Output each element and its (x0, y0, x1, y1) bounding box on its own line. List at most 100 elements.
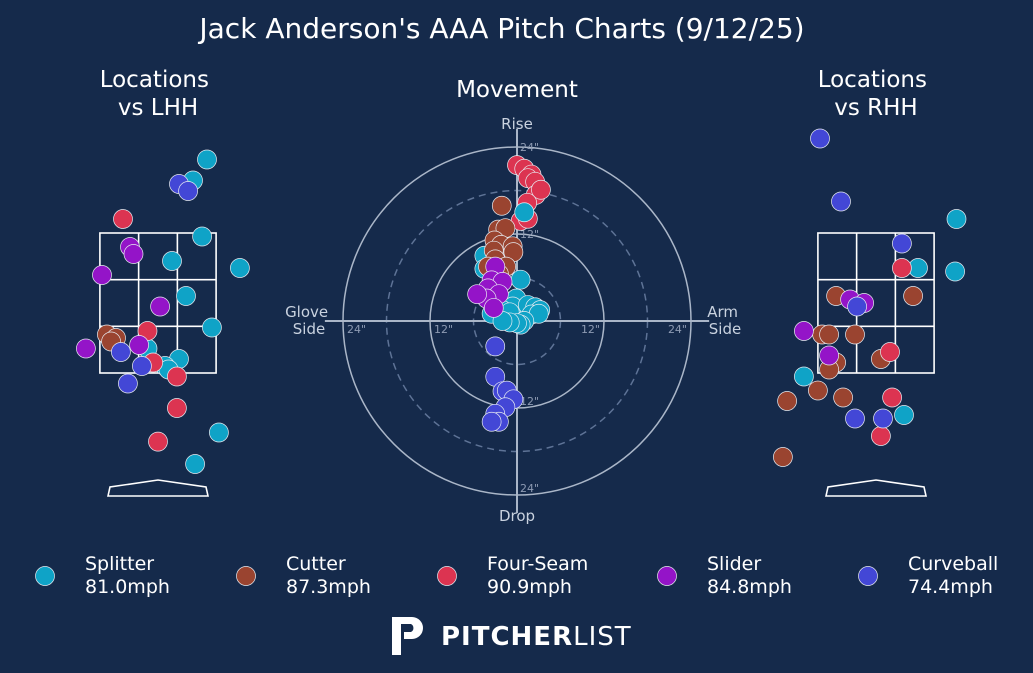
rhh-pitch-curveball (845, 408, 865, 429)
lhh-pitch-slider (76, 338, 96, 359)
legend-speed-four-seam: 90.9mph (487, 576, 572, 598)
rhh-pitch-slider (794, 321, 814, 341)
locations-vs-lhh-panel: Locations vs LHH (76, 67, 250, 497)
legend-label-slider: Slider (707, 553, 761, 575)
rhh-pitch-cutter (808, 380, 828, 401)
movement-label-drop: Drop (499, 507, 535, 525)
lhh-pitch-splitter (230, 258, 250, 278)
movement-pitch-points (467, 155, 551, 432)
locations-vs-rhh-panel: Locations vs RHH (773, 67, 967, 497)
legend-label-curveball: Curveball (908, 553, 998, 575)
movement-ring-label: 24" (347, 323, 366, 336)
movement-ring-label: 24" (520, 141, 539, 154)
rhh-pitch-four-seam (871, 426, 891, 446)
lhh-pitch-four-seam (113, 209, 133, 229)
legend-marker-splitter (35, 566, 55, 586)
rhh-pitch-splitter (794, 366, 814, 387)
movement-ring-label: 12" (434, 323, 453, 336)
lhh-zone-outline (99, 232, 217, 374)
movement-ring-label: 12" (520, 395, 539, 408)
legend-label-four-seam: Four-Seam (487, 553, 588, 575)
rhh-pitch-four-seam (880, 342, 900, 362)
legend-speed-slider: 84.8mph (707, 576, 792, 598)
legend-speed-cutter: 87.3mph (286, 576, 371, 598)
lhh-pitch-curveball (111, 342, 131, 362)
rhh-pitch-splitter (894, 405, 914, 425)
legend-speed-curveball: 74.4mph (908, 576, 993, 598)
lhh-panel-title: Locations vs LHH (100, 67, 217, 121)
rhh-pitch-cutter (777, 391, 797, 411)
lhh-pitch-splitter (176, 286, 196, 306)
movement-pitch-four-seam (531, 179, 551, 200)
rhh-pitch-cutter (819, 324, 839, 345)
lhh-pitch-splitter (162, 251, 182, 271)
legend-marker-slider (657, 566, 677, 586)
movement-label-glove-side: Glove Side (285, 303, 333, 338)
lhh-pitch-four-seam (167, 366, 187, 387)
pitcherlist-p-icon (392, 617, 423, 655)
movement-label-rise: Rise (501, 115, 533, 133)
lhh-home-plate (107, 479, 209, 497)
rhh-title-line-1: Locations (818, 67, 927, 93)
pitcherlist-logo: PITCHERLIST (392, 617, 632, 655)
brand-wordmark: PITCHERLIST (441, 622, 632, 652)
rhh-pitch-four-seam (892, 258, 912, 278)
lhh-pitch-curveball (132, 356, 152, 376)
rhh-pitch-curveball (847, 296, 867, 317)
movement-pitch-splitter (510, 269, 531, 290)
lhh-pitch-splitter (202, 317, 222, 338)
movement-panel: Movement Rise Drop Glove Side Arm Side 1… (285, 77, 743, 525)
legend-marker-four-seam (437, 566, 457, 586)
legend-label-cutter: Cutter (286, 553, 346, 575)
lhh-title-line-2: vs LHH (118, 95, 198, 121)
movement-pitch-splitter (514, 202, 535, 223)
legend-marker-cutter (236, 566, 256, 586)
lhh-pitch-slider (129, 335, 149, 355)
lhh-pitch-splitter (209, 422, 229, 443)
rhh-pitch-curveball (831, 191, 851, 212)
rhh-pitch-points (773, 128, 967, 467)
movement-ring-label: 24" (520, 482, 539, 495)
rhh-pitch-cutter (845, 324, 865, 345)
rhh-pitch-curveball (892, 233, 912, 254)
movement-ring-label: 24" (668, 323, 687, 336)
movement-ring-label: 12" (520, 228, 539, 241)
movement-pitch-slider (467, 284, 487, 305)
lhh-title-line-1: Locations (100, 67, 209, 93)
movement-ring-labels: 12" 12" 12" 12" 24" 24" 24" 24" (347, 141, 687, 495)
rhh-pitch-curveball (873, 408, 893, 429)
rhh-pitch-splitter (945, 261, 965, 282)
lhh-pitch-points (76, 149, 250, 474)
lhh-pitch-curveball (118, 373, 138, 394)
rhh-pitch-four-seam (882, 387, 902, 408)
lhh-pitch-four-seam (167, 398, 187, 418)
lhh-pitch-curveball (178, 181, 198, 201)
chart-title: Jack Anderson's AAA Pitch Charts (9/12/2… (197, 12, 804, 45)
legend-speed-splitter: 81.0mph (85, 576, 170, 598)
movement-pitch-curveball (485, 336, 506, 357)
lhh-pitch-slider (123, 244, 144, 264)
movement-pitch-curveball (481, 411, 502, 432)
movement-label-arm-side: Arm Side (707, 303, 743, 338)
lhh-pitch-splitter (197, 149, 217, 170)
rhh-pitch-splitter (946, 209, 967, 229)
rhh-zone-outline (817, 232, 935, 374)
movement-pitch-cutter (491, 195, 512, 216)
rhh-panel-title: Locations vs RHH (818, 67, 935, 121)
rhh-title-line-2: vs RHH (834, 95, 917, 121)
rhh-pitch-cutter (833, 387, 853, 408)
legend-label-splitter: Splitter (85, 553, 154, 575)
lhh-pitch-slider (150, 296, 170, 317)
rhh-home-plate (825, 479, 927, 497)
rhh-pitch-cutter (773, 447, 793, 467)
movement-panel-title: Movement (456, 77, 578, 103)
movement-ring-label: 12" (581, 323, 600, 336)
legend-marker-curveball (858, 566, 878, 586)
